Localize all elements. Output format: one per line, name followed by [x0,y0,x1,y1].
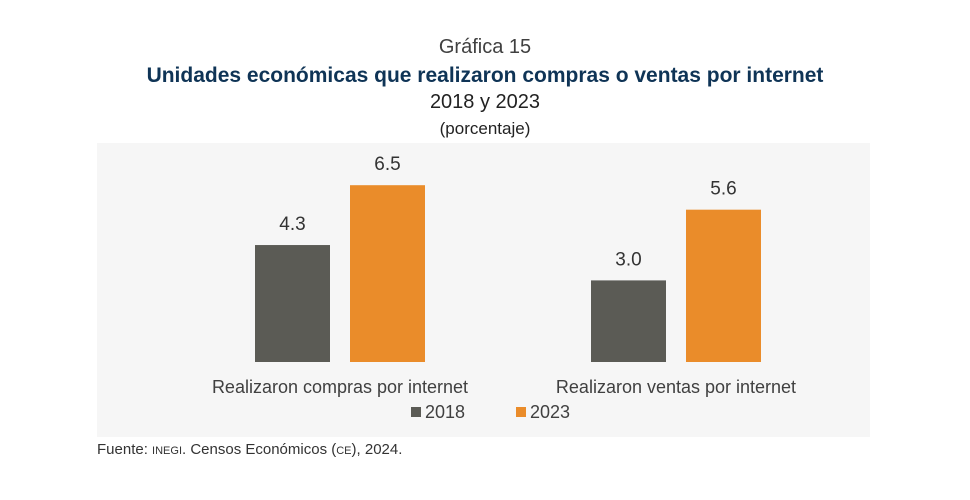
chart-unit: (porcentaje) [439,119,531,138]
legend-swatch-2018 [411,407,421,417]
plot-area: 4.3 6.5 Realizaron compras por internet 3.0… [97,143,870,437]
source-prefix: Fuente: [97,441,153,458]
source-org: INEGI [152,445,182,457]
data-label: 6.5 [374,154,400,175]
chart-title: Unidades económicas que realizaron compr… [146,64,824,87]
legend-swatch-2023 [516,407,526,417]
source-mid: . Censos Económicos ( [182,441,337,458]
data-label: 5.6 [710,179,736,200]
data-label: 3.0 [615,249,641,270]
source-abbr: CE [336,445,352,457]
bar-2023-2 [686,209,761,362]
data-label: 4.3 [279,214,305,235]
legend-label: 2018 [425,402,465,422]
legend-label: 2023 [530,402,570,422]
category-label: Realizaron compras por internet [212,377,468,397]
bar-chart: 4.3 6.5 Realizaron compras por internet 3.0… [212,154,796,422]
chart-subtitle: 2018 y 2023 [429,91,541,113]
category-label: Realizaron ventas por internet [556,377,796,397]
bar-2018-1 [255,245,330,362]
chart-number: Gráfica 15 [438,36,532,58]
bar-2018-2 [591,280,666,362]
source-note: Fuente: INEGI. Censos Económicos (CE), 2… [97,441,402,458]
source-suffix: ), 2024. [351,441,403,458]
bar-2023-1 [350,185,425,362]
